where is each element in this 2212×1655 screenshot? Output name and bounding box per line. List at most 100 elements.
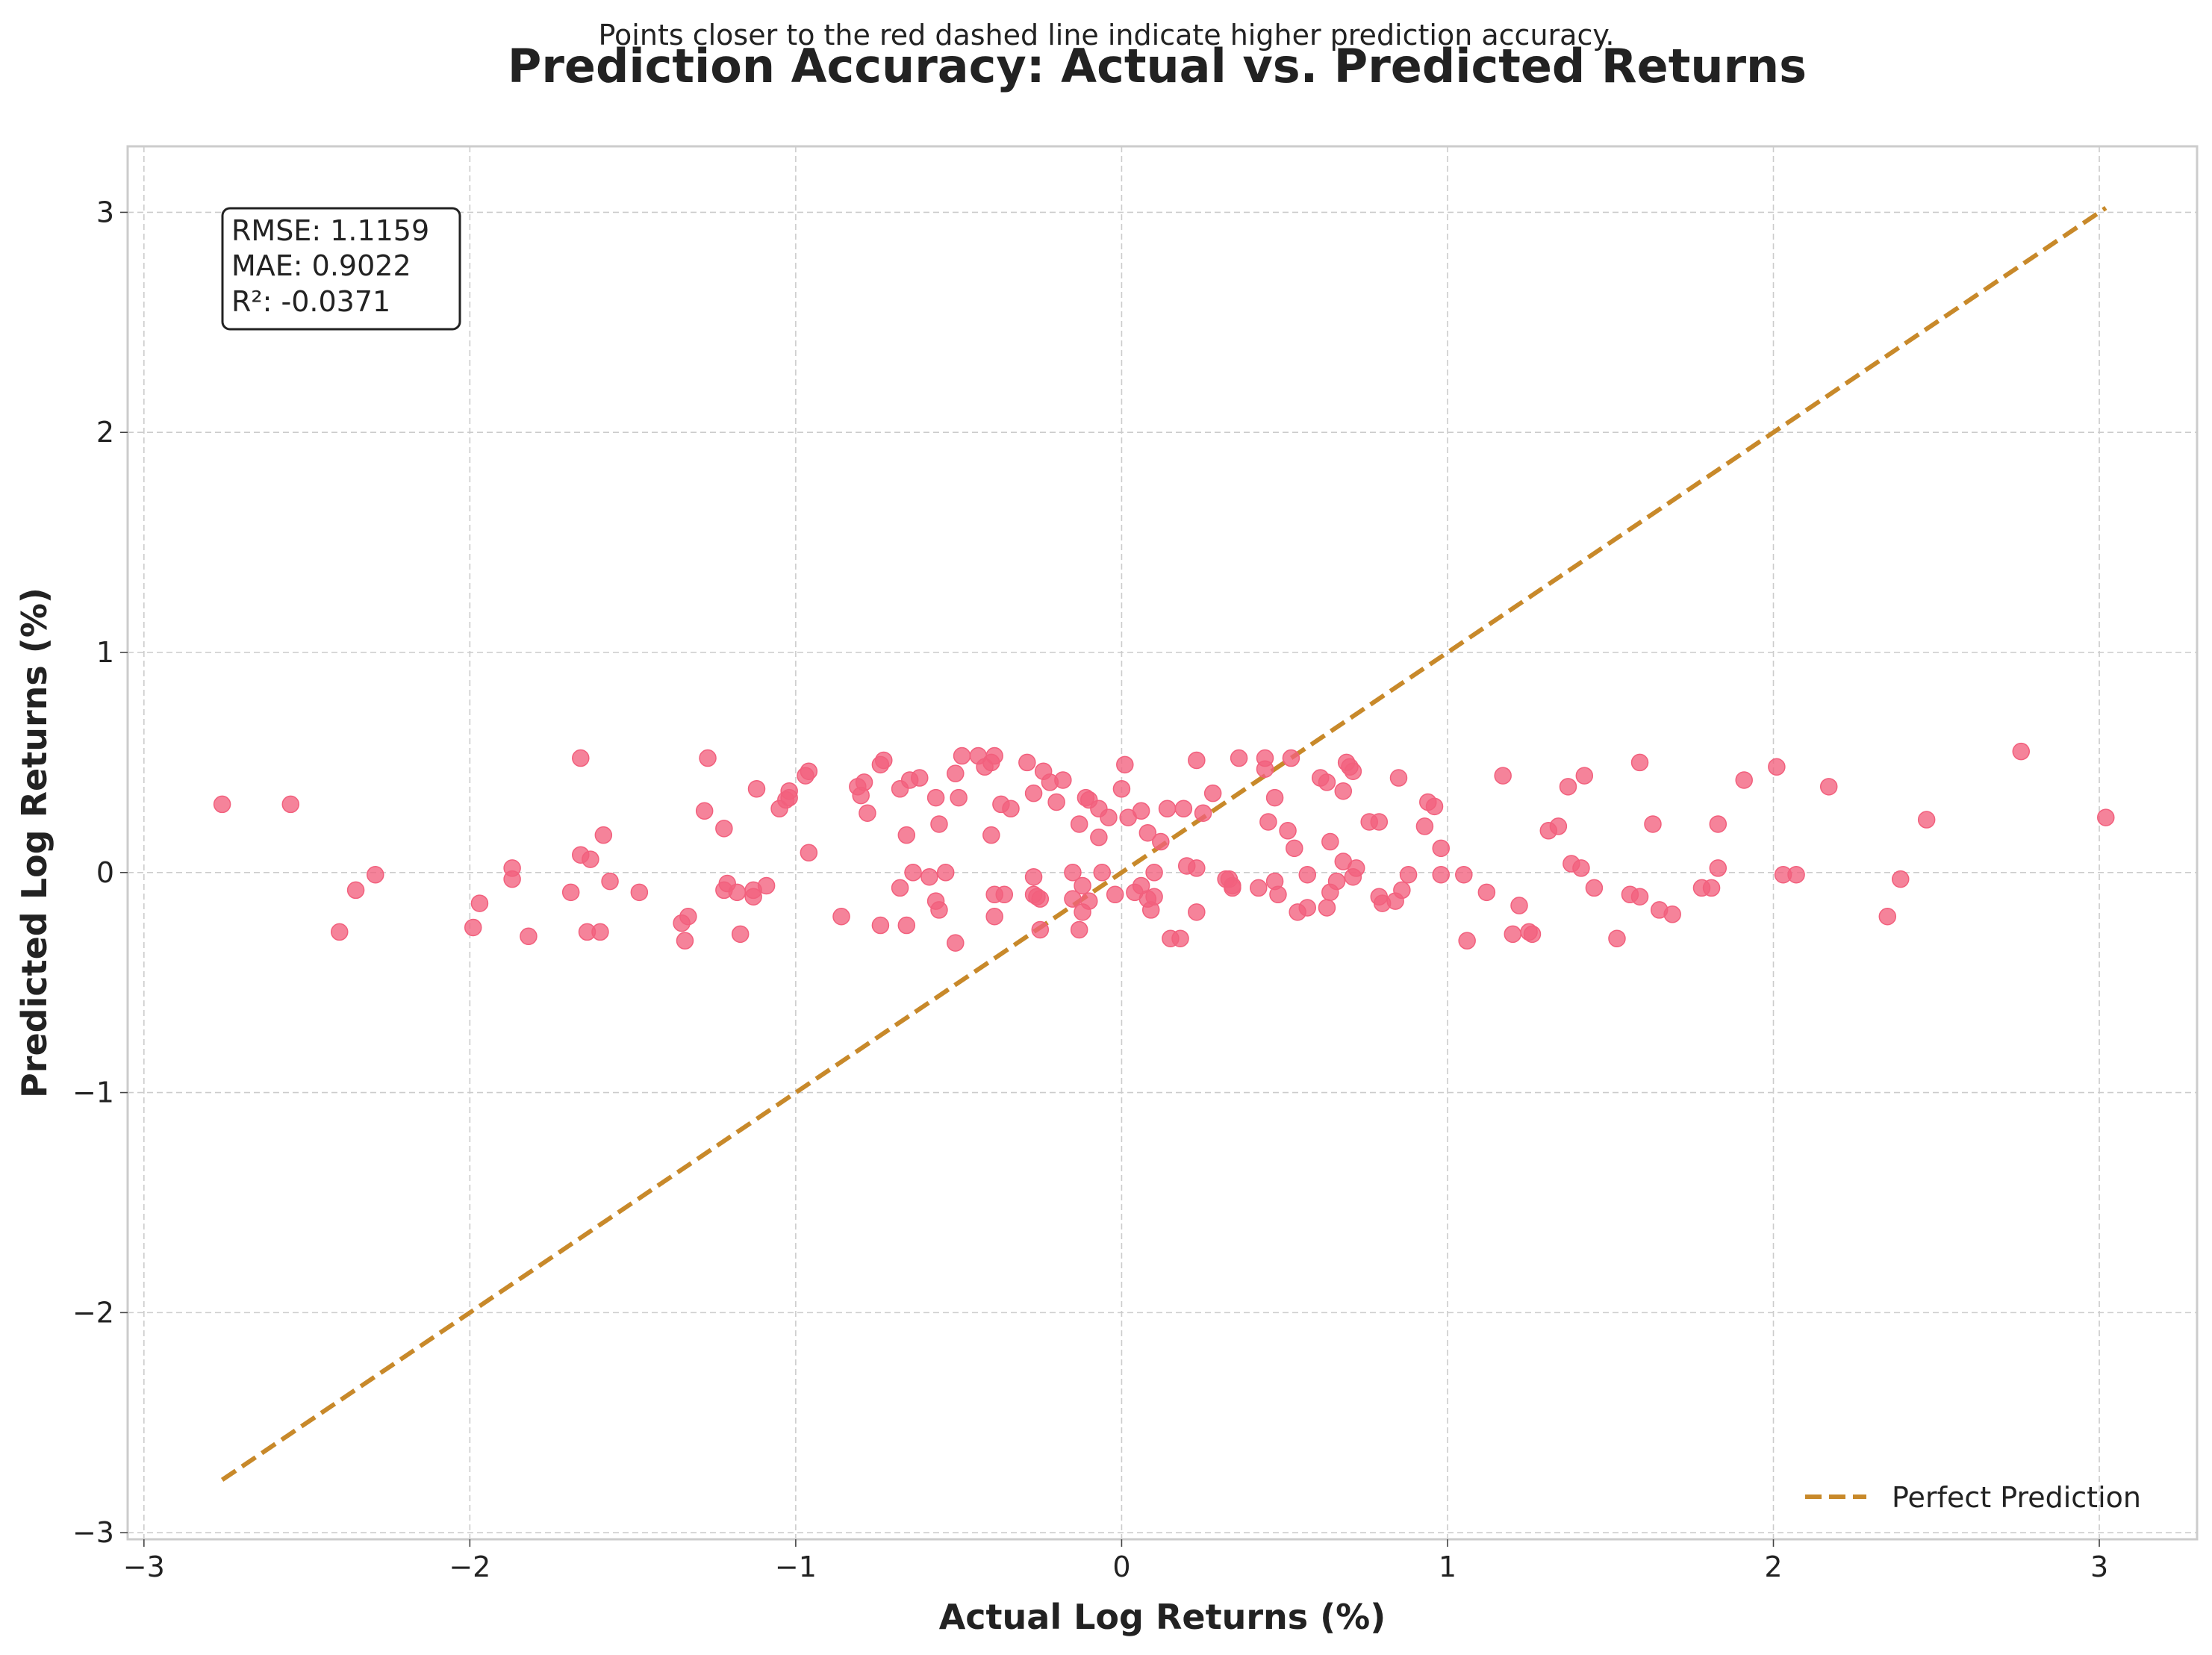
scatter-point — [1370, 813, 1389, 831]
scatter-point — [947, 764, 965, 782]
scatter-point — [757, 876, 776, 895]
scatter-point — [1138, 823, 1157, 842]
scatter-point — [995, 885, 1014, 904]
x-axis-title: Actual Log Returns (%) — [939, 1597, 1386, 1637]
scatter-point — [947, 934, 965, 952]
scatter-point — [1389, 769, 1408, 787]
x-tick-label: −1 — [775, 1550, 817, 1583]
scatter-point — [1100, 808, 1118, 826]
scatter-point — [985, 747, 1003, 765]
scatter-point — [780, 788, 798, 807]
stats-box: RMSE: 1.1159 MAE: 0.9022 R²: -0.0371 — [221, 207, 461, 331]
scatter-point — [1455, 865, 1473, 884]
scatter-point — [1585, 879, 1604, 897]
scatter-point — [520, 927, 538, 946]
chart-title: Prediction Accuracy: Actual vs. Predicte… — [508, 39, 1807, 93]
scatter-point — [744, 888, 762, 906]
stats-box-frame — [221, 207, 461, 331]
scatter-point — [1256, 760, 1274, 778]
scatter-point — [1002, 800, 1020, 818]
scatter-point — [601, 872, 619, 891]
scatter-point — [1054, 771, 1072, 789]
scatter-point — [1878, 908, 1897, 926]
y-tick-label: −1 — [72, 1076, 114, 1109]
scatter-point — [695, 802, 714, 820]
scatter-point — [1523, 925, 1542, 944]
scatter-point — [1425, 797, 1444, 816]
stats-mae: MAE: 0.9022 — [231, 249, 411, 282]
y-tick-label: 0 — [96, 856, 114, 889]
scatter-point — [930, 815, 948, 833]
scatter-point — [1575, 767, 1594, 785]
scatter-point — [1158, 800, 1177, 818]
scatter-point — [1279, 822, 1297, 840]
scatter-point — [1393, 881, 1411, 900]
scatter-point — [911, 769, 929, 787]
scatter-point — [1702, 879, 1721, 897]
scatter-point — [464, 918, 482, 937]
scatter-point — [1269, 885, 1287, 904]
scatter-point — [855, 773, 873, 791]
scatter-point — [1106, 885, 1124, 904]
scatter-point — [561, 883, 580, 902]
scatter-point — [832, 908, 850, 926]
scatter-point — [1031, 920, 1050, 939]
scatter-point — [1116, 755, 1134, 774]
scatter-point — [1630, 753, 1649, 772]
scatter-point — [1415, 817, 1434, 835]
x-tick-label: −2 — [449, 1550, 490, 1583]
plot-marks — [213, 206, 2115, 1482]
scatter-point — [800, 844, 818, 862]
scatter-point — [1224, 876, 1241, 895]
y-tick-label: −2 — [72, 1296, 114, 1329]
scatter-point — [503, 870, 521, 888]
scatter-point — [1735, 771, 1753, 789]
scatter-point — [1203, 784, 1222, 802]
scatter-point — [1768, 758, 1786, 776]
scatter-point — [470, 894, 489, 912]
scatter-point — [1070, 815, 1088, 833]
chart-subtitle: Points closer to the red dashed line ind… — [599, 19, 1615, 52]
scatter-point — [1174, 800, 1193, 818]
scatter-point — [1510, 897, 1528, 914]
y-tick-label: 1 — [96, 636, 114, 669]
scatter-point — [591, 923, 609, 941]
y-tick-label: 2 — [96, 416, 114, 449]
scatter-point — [699, 749, 717, 767]
scatter-point — [1458, 932, 1476, 950]
scatter-point — [2012, 742, 2031, 761]
x-tick-label: 2 — [1764, 1550, 1782, 1583]
scatter-point — [1152, 832, 1170, 851]
scatter-point — [747, 780, 766, 798]
scatter-point — [1188, 751, 1206, 770]
scatter-point — [715, 820, 733, 838]
scatter-point — [1024, 784, 1043, 802]
scatter-point — [1630, 888, 1649, 906]
scatter-point — [728, 883, 747, 902]
scatter-point — [1494, 767, 1512, 785]
scatter-point — [1709, 815, 1727, 833]
y-axis-title: Predicted Log Returns (%) — [14, 587, 54, 1098]
scatter-point — [1031, 890, 1050, 908]
scatter-point — [871, 916, 890, 935]
scatter-point — [1399, 865, 1418, 884]
scatter-point — [213, 795, 231, 814]
scatter-point — [953, 747, 971, 765]
scatter-point — [1298, 865, 1317, 884]
scatter-point — [1074, 876, 1091, 895]
scatter-point — [1265, 788, 1284, 807]
scatter-point — [1090, 828, 1108, 847]
scatter-point — [2097, 808, 2115, 826]
scatter-point — [367, 865, 384, 884]
scatter-point — [985, 908, 1003, 926]
plot-frame — [126, 145, 2199, 1541]
scatter-point — [1432, 865, 1450, 884]
scatter-point — [1572, 859, 1590, 877]
scatter-point — [346, 881, 365, 900]
scatter-point — [1145, 888, 1163, 906]
scatter-point — [930, 901, 948, 919]
scatter-point — [1504, 925, 1522, 944]
scatter-point — [1344, 762, 1362, 780]
stats-r2: R²: -0.0371 — [231, 285, 390, 318]
scatter-point — [859, 804, 876, 822]
